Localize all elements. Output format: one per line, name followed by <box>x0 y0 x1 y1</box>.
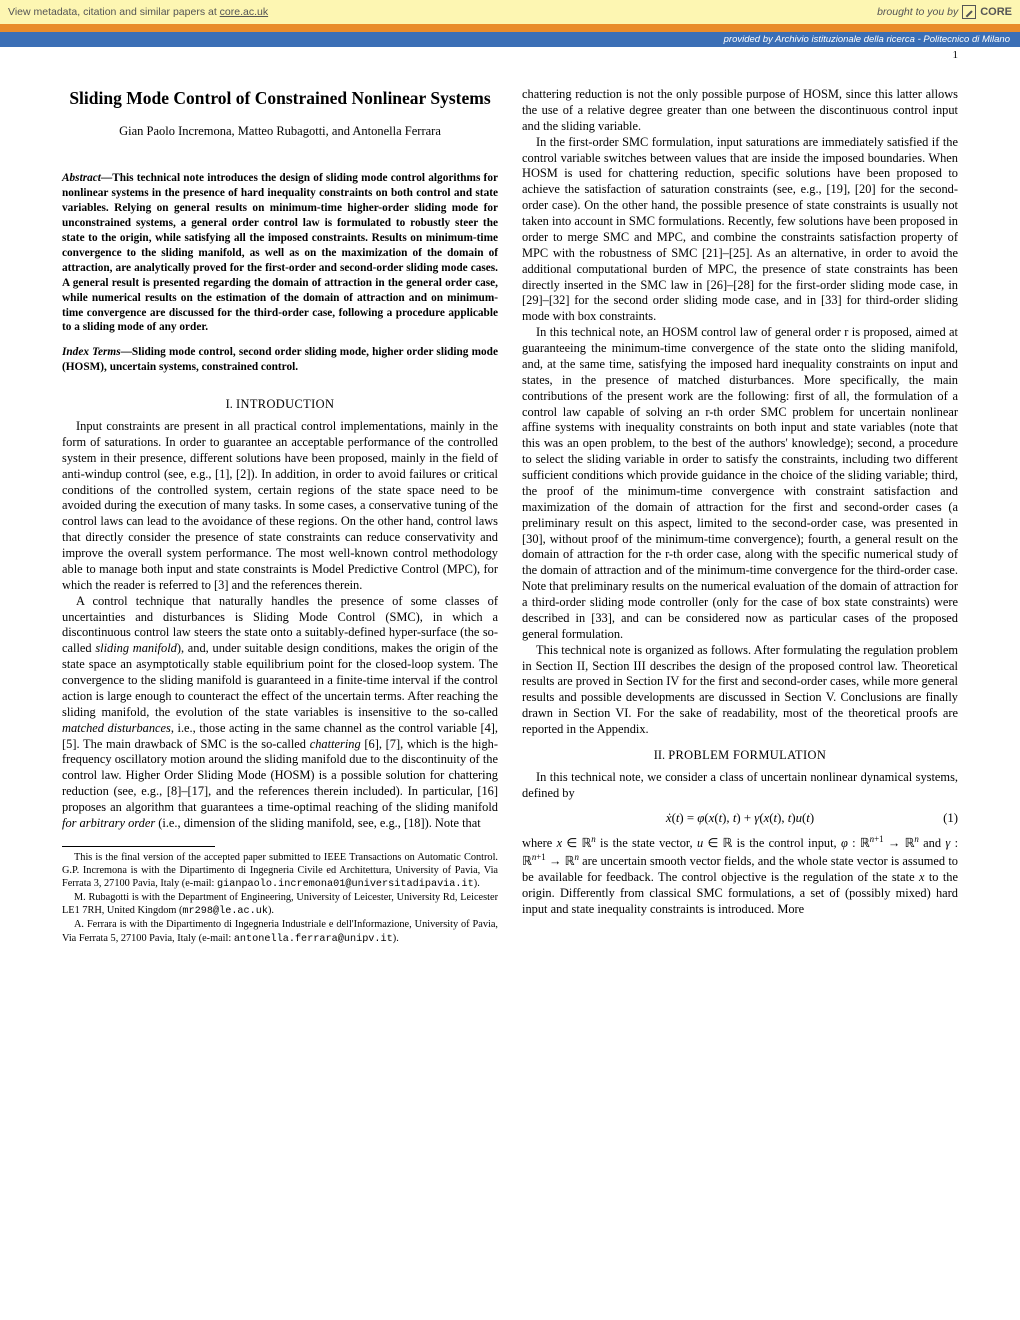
index-terms-block: Index Terms—Sliding mode control, second… <box>62 345 498 375</box>
left-column: Sliding Mode Control of Constrained Nonl… <box>62 87 498 946</box>
p2-it2: matched disturbances <box>62 721 171 735</box>
right-para-0: chattering reduction is not the only pos… <box>522 87 958 135</box>
section-prob-num: II. <box>654 748 665 762</box>
section-intro-num: I. <box>226 397 233 411</box>
index-terms-lead: Index Terms <box>62 346 121 358</box>
equation-number: (1) <box>943 810 958 826</box>
section-prob-title: PROBLEM FORMULATION <box>668 748 826 762</box>
provided-by-bar: provided by Archivio istituzionale della… <box>0 32 1020 47</box>
f3-email: antonella.ferrara@unipv.it <box>234 934 393 945</box>
paper-authors: Gian Paolo Incremona, Matteo Rubagotti, … <box>62 123 498 139</box>
right-para-1: In the first-order SMC formulation, inpu… <box>522 135 958 326</box>
paper-body: Sliding Mode Control of Constrained Nonl… <box>0 61 1020 986</box>
section-intro-title: INTRODUCTION <box>236 397 334 411</box>
equation-1: ẋ(t) = φ(x(t), t) + γ(x(t), t)u(t) (1) <box>522 810 958 826</box>
right-para-2: In this technical note, an HOSM control … <box>522 325 958 643</box>
core-brand: CORE <box>980 6 1012 18</box>
paper-title: Sliding Mode Control of Constrained Nonl… <box>62 87 498 109</box>
f2a: M. Rubagotti is with the Department of E… <box>62 892 498 916</box>
right-column: chattering reduction is not the only pos… <box>522 87 958 946</box>
metadata-link[interactable]: core.ac.uk <box>220 6 268 18</box>
right-p2-text: In this technical note, an HOSM control … <box>522 325 958 641</box>
intro-para-1: Input constraints are present in all pra… <box>62 419 498 594</box>
footnote-1: This is the final version of the accepte… <box>62 851 498 891</box>
core-icon <box>962 5 976 19</box>
metadata-bar: View metadata, citation and similar pape… <box>0 0 1020 24</box>
orange-divider <box>0 24 1020 32</box>
provided-by-text: provided by Archivio istituzionale della… <box>724 34 1010 45</box>
f3b: ). <box>393 933 399 944</box>
metadata-text: View metadata, citation and similar pape… <box>8 6 268 18</box>
index-terms-dash: — <box>121 346 132 358</box>
intro-para-2: A control technique that naturally handl… <box>62 594 498 832</box>
section-intro-head: I. INTRODUCTION <box>62 397 498 413</box>
f1b: ). <box>474 878 480 889</box>
page-number: 1 <box>0 47 1020 61</box>
abstract-dash: — <box>101 172 112 184</box>
abstract-body: This technical note introduces the desig… <box>62 172 498 333</box>
f1-email: gianpaolo.incremona01@universitadipavia.… <box>217 879 474 890</box>
metadata-right: brought to you by CORE <box>877 5 1012 19</box>
right-para-4: In this technical note, we consider a cl… <box>522 770 958 802</box>
p2-it1: sliding manifold <box>95 641 177 655</box>
right-para-3: This technical note is organized as foll… <box>522 643 958 738</box>
abstract-lead: Abstract <box>62 172 101 184</box>
footnote-2: M. Rubagotti is with the Department of E… <box>62 891 498 918</box>
footnote-separator <box>62 846 215 847</box>
equation-body: ẋ(t) = φ(x(t), t) + γ(x(t), t)u(t) <box>666 810 814 826</box>
footnote-3: A. Ferrara is with the Dipartimento di I… <box>62 918 498 945</box>
right-para-5: where x ∈ ℝn is the state vector, u ∈ ℝ … <box>522 834 958 918</box>
p2-it4: for arbitrary order <box>62 816 155 830</box>
two-column-layout: Sliding Mode Control of Constrained Nonl… <box>62 87 958 946</box>
metadata-prefix: View metadata, citation and similar pape… <box>8 6 220 18</box>
section-prob-head: II. PROBLEM FORMULATION <box>522 748 958 764</box>
p2-it3: chattering <box>310 737 361 751</box>
p2e: (i.e., dimension of the sliding manifold… <box>155 816 481 830</box>
brought-by-text: brought to you by <box>877 6 958 18</box>
abstract-block: Abstract—This technical note introduces … <box>62 171 498 335</box>
f2-email: mr298@le.ac.uk <box>182 906 268 917</box>
f2b: ). <box>268 905 274 916</box>
